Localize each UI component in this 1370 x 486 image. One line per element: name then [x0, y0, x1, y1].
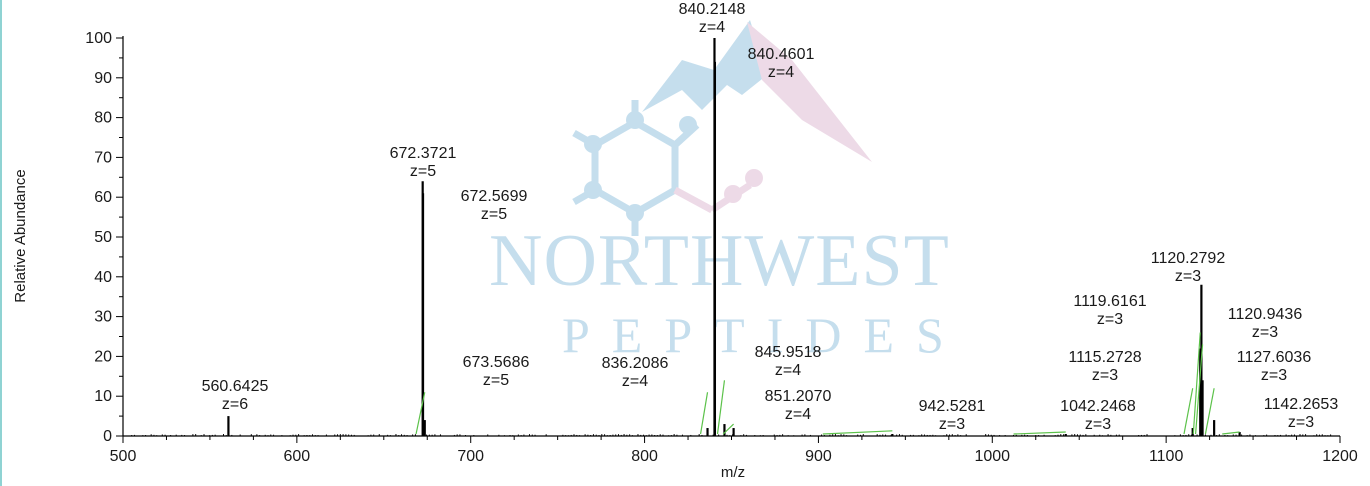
peak-label-mz: 672.5699	[461, 188, 528, 205]
x-tick-label: 800	[631, 448, 658, 465]
peak-label-charge: z=3	[1092, 367, 1118, 384]
spectrum-peaks	[227, 38, 1241, 436]
watermark-mountain-blue	[642, 20, 767, 112]
peak-label-charge: z=3	[1097, 311, 1123, 328]
peak-label-charge: z=3	[1085, 416, 1111, 433]
baseline-noise	[131, 434, 1332, 436]
y-tick-label: 80	[94, 110, 112, 127]
axes: 0 10 20 30 40 50 60 70 80 90 100 500 600 700 800 900 10…	[85, 30, 1358, 465]
y-tick-label: 40	[94, 269, 112, 286]
peak-label-charge: z=3	[1175, 268, 1201, 285]
peak-label-mz: 1119.6161	[1073, 293, 1146, 310]
y-tick-label: 50	[94, 229, 112, 246]
peak-label-charge: z=3	[939, 416, 965, 433]
peak-label-mz: 851.2070	[765, 388, 832, 405]
peak-label-mz: 942.5281	[919, 398, 986, 415]
peak-label-charge: z=6	[222, 396, 248, 413]
fit-trace-0	[415, 392, 426, 435]
watermark-line2: PEPTIDES	[562, 307, 966, 363]
fit-trace-3	[722, 423, 735, 435]
y-tick-label: 20	[94, 348, 112, 365]
watermark-line1: NORTHWEST	[489, 220, 950, 302]
peak-label-mz: 560.6425	[202, 378, 269, 395]
peak-label-mz: 1120.2792	[1151, 250, 1226, 267]
peak-label-charge: z=4	[775, 362, 801, 379]
peak-label-charge: z=4	[699, 19, 725, 36]
peak-label-mz: 1142.2653	[1264, 396, 1339, 413]
peak-label-mz: 1115.2728	[1068, 349, 1141, 366]
x-axis-title: m/z	[721, 464, 745, 481]
peak-label-charge: z=5	[481, 206, 507, 223]
y-tick-label: 30	[94, 309, 112, 326]
peak-label-mz: 836.2086	[602, 355, 669, 372]
peak-label-mz: 1042.2468	[1060, 398, 1136, 415]
y-tick-label: 90	[94, 70, 112, 87]
peak-label-mz: 672.3721	[390, 145, 457, 162]
watermark-logo: NORTHWEST PEPTIDES	[489, 20, 966, 363]
fit-trace-6	[1183, 388, 1194, 435]
peak-label-charge: z=3	[1252, 324, 1278, 341]
fit-trace-4	[822, 430, 893, 435]
watermark-mountain-pink	[747, 22, 872, 162]
peak-label-charge: z=3	[1288, 414, 1314, 431]
watermark-molecule-nodes	[584, 111, 763, 222]
x-tick-label: 600	[284, 448, 311, 465]
isotope-fit-traces	[415, 332, 1240, 435]
x-tick-label: 500	[110, 448, 137, 465]
y-tick-label: 10	[94, 388, 112, 405]
peak-label-charge: z=4	[768, 64, 794, 81]
y-tick-label: 100	[85, 30, 112, 47]
y-tick-label: 0	[103, 428, 112, 445]
x-tick-label: 700	[457, 448, 484, 465]
x-tick-label: 1200	[1322, 448, 1358, 465]
peak-label-charge: z=4	[785, 406, 811, 423]
x-tick-label: 1100	[1149, 448, 1184, 465]
fit-trace-5	[1013, 431, 1066, 435]
y-ticks: 0 10 20 30 40 50 60 70 80 90 100	[85, 30, 123, 445]
fit-trace-7	[1192, 332, 1201, 435]
x-tick-label: 900	[805, 448, 832, 465]
peak-annotations: 560.6425z=6672.3721z=5672.5699z=5673.568…	[202, 1, 1339, 433]
fit-trace-1	[699, 392, 709, 435]
y-axis-title: Relative Abundance	[12, 169, 29, 302]
peak-label-charge: z=3	[1261, 367, 1287, 384]
fit-trace-9	[1204, 388, 1215, 435]
peak-label-mz: 1120.9436	[1228, 306, 1303, 323]
y-tick-label: 70	[94, 149, 112, 166]
peak-label-mz: 840.2148	[679, 1, 746, 18]
peak-label-mz: 840.4601	[748, 46, 815, 63]
peak-label-mz: 673.5686	[463, 354, 530, 371]
x-tick-label: 1000	[974, 448, 1010, 465]
peak-label-charge: z=5	[410, 163, 436, 180]
peak-label-charge: z=5	[483, 372, 509, 389]
x-ticks: 500 600 700 800 900 1000 1100 1200	[110, 436, 1358, 465]
peak-label-charge: z=4	[622, 373, 648, 390]
fit-trace-10	[1222, 431, 1240, 435]
peak-label-mz: 845.9518	[755, 344, 822, 361]
fit-trace-8	[1195, 344, 1204, 435]
peak-label-mz: 1127.6036	[1237, 349, 1312, 366]
fit-trace-2	[716, 380, 726, 435]
y-tick-label: 60	[94, 189, 112, 206]
